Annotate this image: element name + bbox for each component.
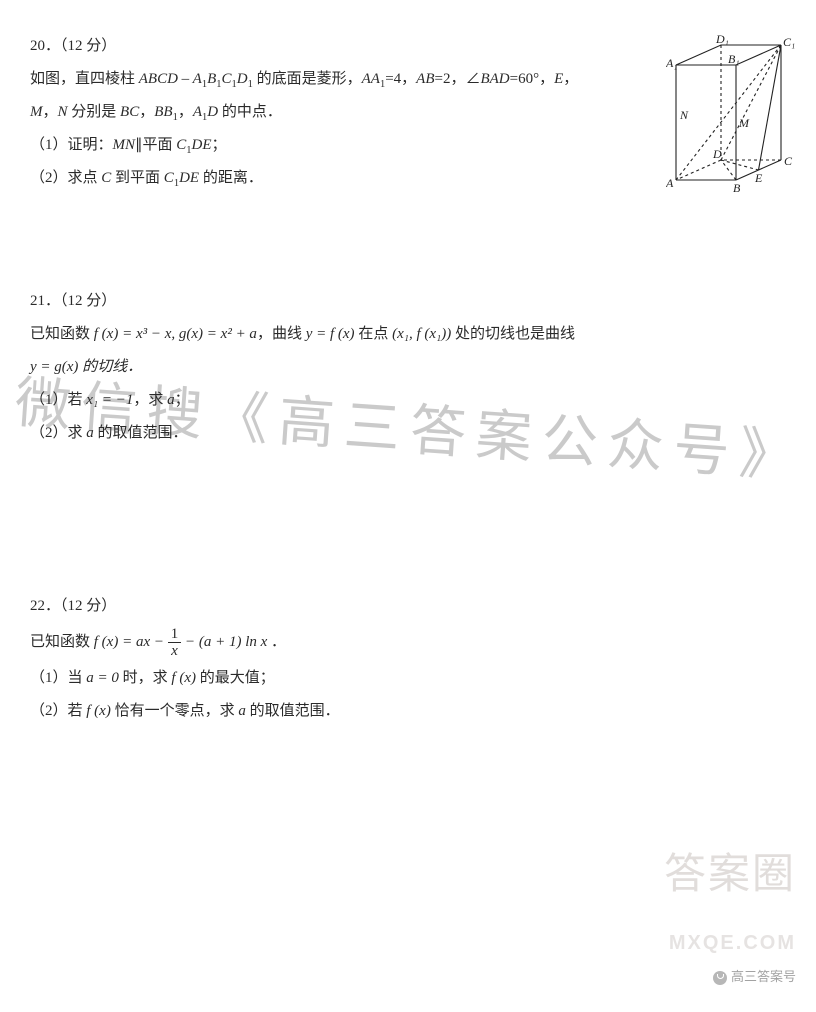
q20-points: （12 分）	[60, 38, 116, 54]
svg-text:D: D	[712, 147, 722, 161]
svg-text:B₁: B₁	[728, 52, 740, 66]
prism-diagram: D₁ C₁ A₁ B₁ A B C D E M N	[666, 35, 796, 195]
svg-text:N: N	[679, 108, 689, 122]
q22-number: 22．	[30, 598, 60, 614]
svg-text:C: C	[784, 154, 793, 168]
problem-22: 22．（12 分） 已知函数 f (x) = ax − 1x − (a + 1)…	[30, 590, 786, 728]
wechat-icon	[713, 971, 727, 985]
problem-20: 20．（12 分） 如图，直四棱柱 ABCD – A1B1C1D1 的底面是菱形…	[30, 30, 786, 195]
watermark-handle: 高三答案号	[664, 963, 796, 992]
svg-text:A₁: A₁	[666, 56, 678, 70]
q22-points: （12 分）	[60, 598, 116, 614]
q20-number: 20．	[30, 38, 60, 54]
q21-number: 21．	[30, 293, 60, 309]
svg-text:E: E	[754, 171, 763, 185]
fraction: 1x	[168, 626, 182, 660]
watermark-big: 答案圈	[664, 829, 796, 921]
svg-text:A: A	[666, 176, 674, 190]
svg-text:B: B	[733, 181, 741, 195]
watermark-url: MXQE.COM	[664, 921, 796, 965]
watermark-corner: 答案圈 MXQE.COM 高三答案号	[664, 829, 796, 992]
svg-text:C₁: C₁	[783, 35, 795, 49]
svg-text:D₁: D₁	[715, 35, 729, 46]
svg-text:M: M	[738, 116, 750, 130]
q21-points: （12 分）	[60, 293, 116, 309]
problem-21: 21．（12 分） 已知函数 f (x) = x³ − x, g(x) = x²…	[30, 285, 786, 450]
